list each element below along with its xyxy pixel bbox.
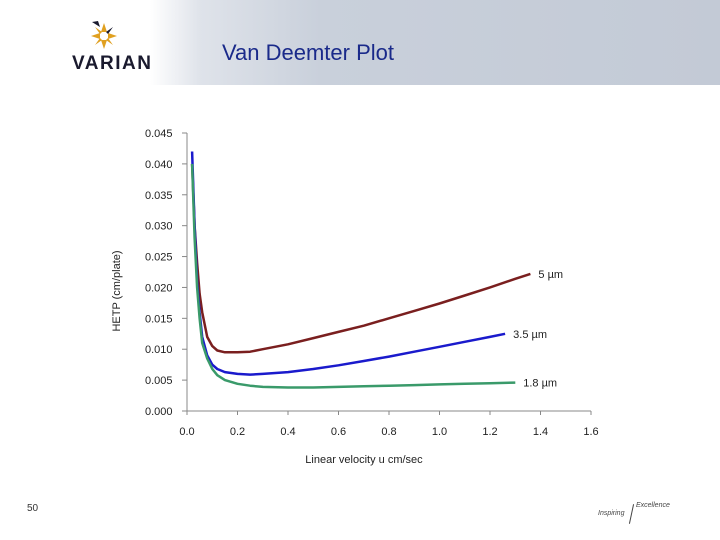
series-label: 3.5 µm <box>513 329 547 341</box>
slide-number: 50 <box>27 503 39 514</box>
x-tick-label: 1.6 <box>583 426 598 438</box>
series-label: 5 µm <box>538 269 563 281</box>
x-tick-labels: 0.0 0.2 0.4 0.6 0.8 1.0 1.2 1.4 1.6 <box>179 426 598 438</box>
series-line <box>190 151 506 376</box>
y-tick-label: 0.010 <box>145 344 173 356</box>
slide-title: Van Deemter Plot <box>222 40 395 65</box>
y-tick-label: 0.005 <box>145 375 173 387</box>
x-tick-label: 0.8 <box>381 426 396 438</box>
x-tick-label: 0.2 <box>230 426 245 438</box>
header-band <box>0 0 720 85</box>
chart-axes <box>182 132 592 415</box>
y-tick-label: 0.020 <box>145 282 173 294</box>
y-tick-label: 0.040 <box>145 159 173 171</box>
y-tick-label: 0.030 <box>145 221 173 233</box>
y-tick-label: 0.045 <box>145 128 173 140</box>
series-label: 1.8 µm <box>523 378 557 390</box>
x-tick-label: 0.0 <box>179 426 194 438</box>
logo-text: VARIAN <box>72 53 153 74</box>
tagline-logo: Inspiring Excellence <box>598 500 670 526</box>
series-lines <box>190 151 531 389</box>
tagline-slash <box>628 504 635 524</box>
tagline-right: Excellence <box>636 502 670 509</box>
x-tick-label: 1.0 <box>432 426 447 438</box>
y-tick-label: 0.000 <box>145 406 173 418</box>
y-tick-label: 0.025 <box>145 252 173 264</box>
x-tick-label: 1.4 <box>533 426 548 438</box>
x-tick-label: 0.6 <box>331 426 346 438</box>
y-tick-labels: 0.000 0.005 0.010 0.015 0.020 0.025 0.030 0.035… <box>145 128 173 418</box>
series-line <box>190 163 516 389</box>
tagline-left: Inspiring <box>598 510 625 517</box>
series-labels: 5 µm 3.5 µm 1.8 µm <box>513 269 563 390</box>
varian-logo-icon <box>91 21 117 49</box>
x-axis-label: Linear velocity u cm/sec <box>305 454 423 466</box>
y-axis-label: HETP (cm/plate) <box>111 250 123 331</box>
x-tick-label: 1.2 <box>482 426 497 438</box>
x-tick-label: 0.4 <box>280 426 295 438</box>
series-line <box>190 163 531 354</box>
y-tick-label: 0.035 <box>145 190 173 202</box>
y-tick-label: 0.015 <box>145 313 173 325</box>
